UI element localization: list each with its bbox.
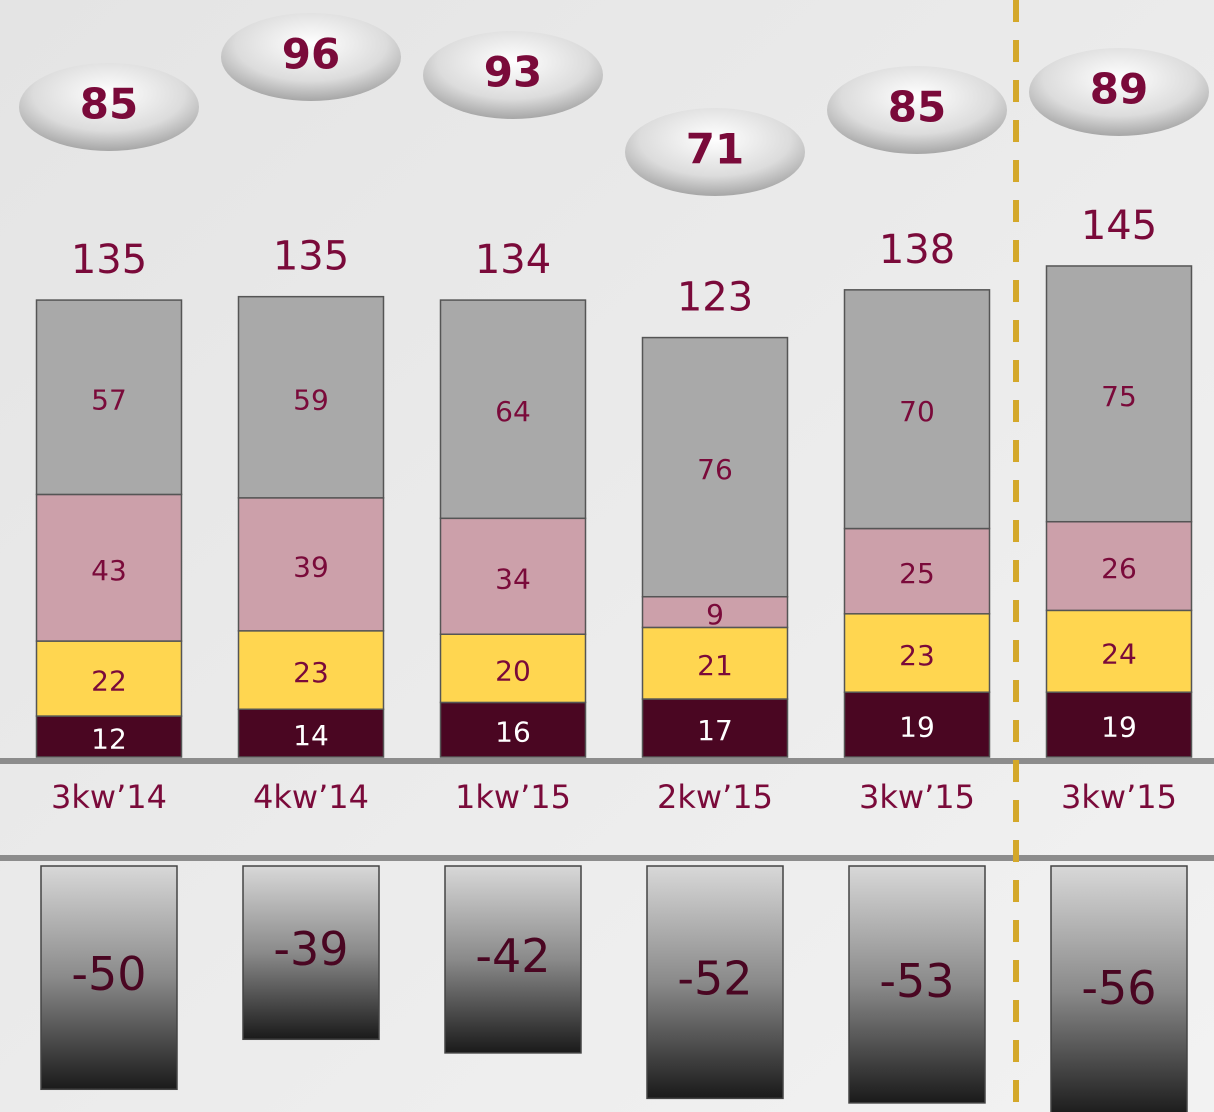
bar-segment [237, 708, 385, 758]
bar-segment [35, 715, 183, 758]
bar-segment [1045, 609, 1193, 693]
data-label: 24 [1101, 637, 1137, 670]
data-label: 43 [91, 554, 127, 587]
bar-segment [439, 299, 587, 520]
x-tick-label: 4kw’14 [253, 778, 369, 816]
data-label: 34 [495, 562, 531, 595]
data-label: 59 [293, 383, 329, 416]
data-label: 39 [293, 550, 329, 583]
negative-label: -56 [1081, 961, 1156, 1015]
bar-segment [1045, 520, 1193, 612]
bar-segment [439, 517, 587, 635]
data-label: 14 [293, 719, 329, 752]
data-label: 21 [697, 649, 733, 682]
data-label: 25 [899, 557, 935, 590]
bar-segment [237, 295, 385, 499]
data-label: 75 [1101, 380, 1137, 413]
data-label: 23 [293, 656, 329, 689]
negative-label: -53 [879, 954, 954, 1008]
data-label: 19 [899, 711, 935, 744]
negative-bar [848, 865, 986, 1104]
data-label: 64 [495, 395, 531, 428]
negative-bar [242, 865, 380, 1041]
oval [827, 66, 1007, 154]
data-label: 57 [91, 383, 127, 416]
negative-bar [40, 865, 178, 1091]
negative-bar [646, 865, 784, 1100]
x-tick-label: 1kw’15 [455, 778, 571, 816]
x-tick-label: 2kw’15 [657, 778, 773, 816]
bar-segment [641, 336, 789, 598]
negative-bar [444, 865, 582, 1054]
bar-segment [439, 701, 587, 758]
bar-segment [843, 289, 991, 530]
data-label: 20 [495, 654, 531, 687]
data-label: 23 [899, 639, 935, 672]
oval [19, 63, 199, 151]
data-label: 9 [706, 598, 724, 631]
bar-segment [843, 691, 991, 758]
bar-segment [237, 497, 385, 632]
data-label: 76 [697, 453, 733, 486]
bar-segment [641, 595, 789, 629]
negative-label: -39 [273, 922, 348, 976]
total-label: 134 [475, 237, 551, 283]
oval-label: 85 [888, 83, 946, 132]
data-label: 22 [91, 665, 127, 698]
bar-segment [237, 630, 385, 711]
oval-label: 96 [282, 30, 340, 79]
total-label: 138 [879, 227, 955, 273]
data-label: 26 [1101, 552, 1137, 585]
bar-segment [641, 698, 789, 758]
bar-segment [1045, 691, 1193, 758]
bar-segment [843, 527, 991, 615]
bar-segment [843, 613, 991, 693]
negative-bar [1050, 865, 1188, 1112]
bar-segment [1045, 265, 1193, 523]
x-tick-label: 3kw’15 [859, 778, 975, 816]
total-label: 135 [273, 234, 349, 280]
data-label: 12 [91, 723, 127, 756]
oval [1029, 48, 1209, 136]
total-label: 123 [677, 275, 753, 321]
x-tick-label: 3kw’14 [51, 778, 167, 816]
bar-segment [35, 299, 183, 496]
data-label: 17 [697, 714, 733, 747]
data-label: 19 [1101, 711, 1137, 744]
total-label: 135 [71, 237, 147, 283]
oval-label: 85 [80, 80, 138, 129]
x-tick-label: 3kw’15 [1061, 778, 1177, 816]
bar-segment [35, 493, 183, 642]
total-label: 145 [1081, 203, 1157, 249]
data-label: 16 [495, 716, 531, 749]
oval [221, 13, 401, 101]
oval [625, 108, 805, 196]
negative-label: -50 [71, 947, 146, 1001]
negative-label: -42 [475, 929, 550, 983]
oval-label: 71 [686, 125, 744, 174]
oval-label: 89 [1090, 65, 1148, 114]
data-label: 70 [899, 395, 935, 428]
oval [423, 31, 603, 119]
negative-label: -52 [677, 952, 752, 1006]
oval-label: 93 [484, 48, 542, 97]
